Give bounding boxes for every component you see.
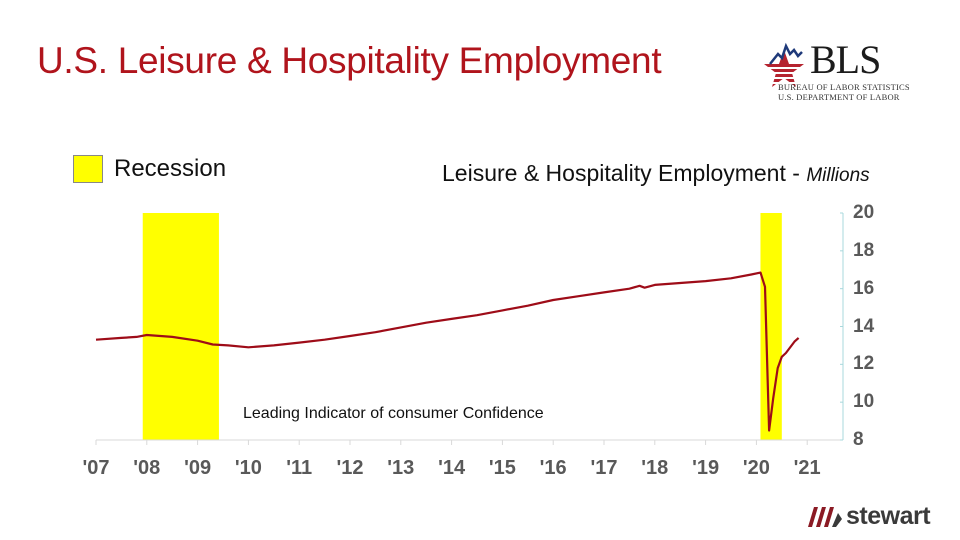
employment-line [95, 271, 800, 432]
x-tick-label: '09 [184, 457, 212, 479]
bls-logo: BLS BUREAU OF LABOR STATISTICS U.S. DEPA… [762, 37, 910, 108]
y-tick-label: 12 [853, 353, 875, 375]
recession-band [142, 213, 219, 440]
series-title: Leisure & Hospitality Employment - Milli… [442, 160, 870, 187]
x-tick-label: '20 [742, 457, 770, 479]
series-title-unit: Millions [806, 165, 870, 186]
x-tick-label: '12 [336, 457, 364, 479]
series-title-main: Leisure & Hospitality Employment - [442, 160, 807, 186]
x-tick-label: '11 [286, 457, 313, 479]
x-tick-label: '16 [539, 457, 567, 479]
bls-subtitle-line2: U.S. DEPARTMENT OF LABOR [778, 92, 900, 102]
recession-bands [142, 213, 782, 440]
bls-wordmark: BLS [810, 37, 881, 82]
y-tick-label: 14 [853, 315, 875, 337]
bls-subtitle-line1: BUREAU OF LABOR STATISTICS [778, 82, 910, 92]
page-title: U.S. Leisure & Hospitality Employment [37, 40, 662, 81]
x-tick-label: '18 [641, 457, 669, 479]
chart-annotation: Leading Indicator of consumer Confidence [243, 405, 544, 422]
y-tick-label: 10 [853, 391, 875, 413]
x-tick-label: '13 [387, 457, 415, 479]
chart-axes [95, 212, 844, 445]
x-tick-label: '17 [590, 457, 618, 479]
x-tick-label: '21 [793, 457, 821, 479]
legend-swatch-recession [73, 155, 103, 183]
legend-label: Recession [114, 155, 227, 182]
stewart-wordmark: stewart [846, 502, 931, 530]
x-tick-label: '10 [234, 457, 262, 479]
chart-legend: Recession [73, 155, 226, 183]
x-tick-label: '07 [82, 457, 110, 479]
y-tick-label: 18 [853, 239, 875, 261]
y-tick-label: 8 [853, 429, 864, 450]
bls-subtitle: BUREAU OF LABOR STATISTICS U.S. DEPARTME… [778, 82, 910, 102]
stewart-logo: stewart [808, 502, 931, 531]
x-tick-label: '19 [692, 457, 720, 479]
y-tick-label: 16 [853, 277, 875, 299]
x-tick-label: '14 [438, 457, 466, 479]
y-tick-label: 20 [853, 202, 875, 223]
x-tick-label: '15 [488, 457, 516, 479]
bls-star-icon [764, 42, 804, 87]
x-tick-label: '08 [133, 457, 161, 479]
stewart-slash-icon [808, 506, 842, 527]
